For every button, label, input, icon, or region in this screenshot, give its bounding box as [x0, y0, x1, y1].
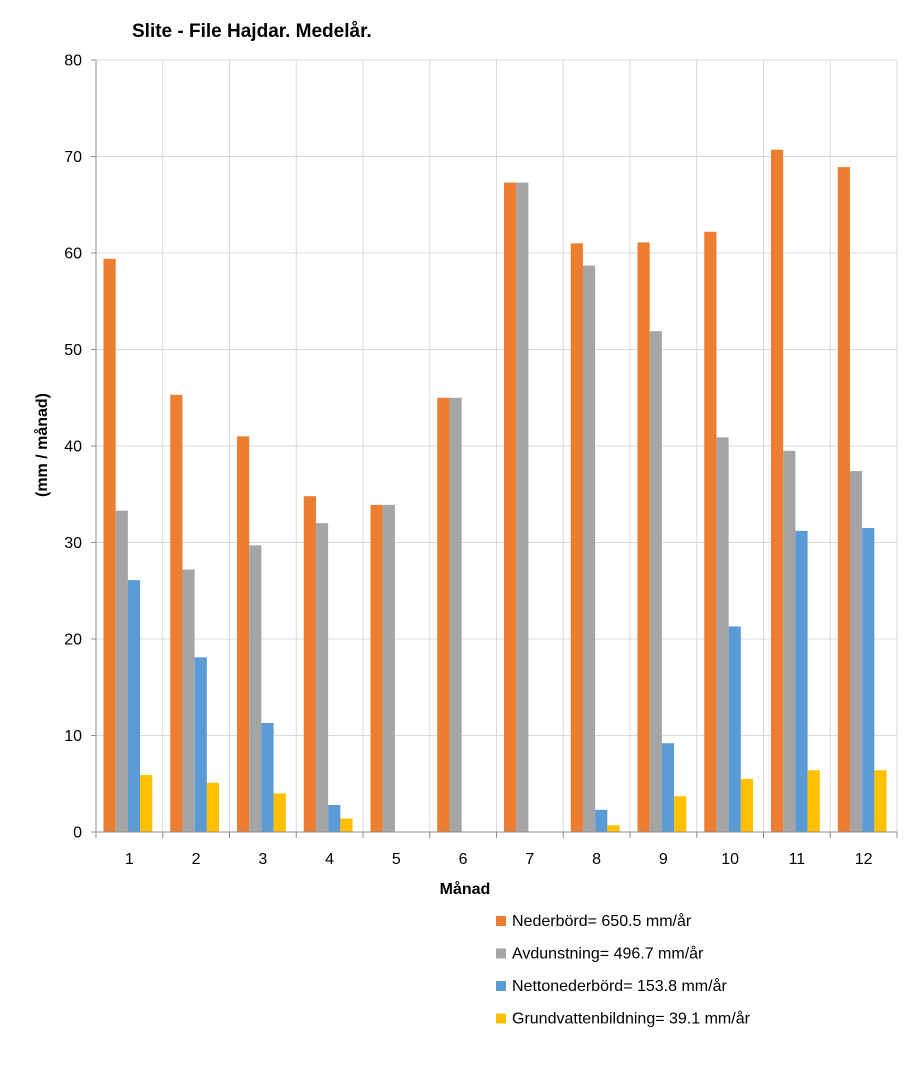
y-tick-label: 80 [64, 53, 82, 70]
bars-group [103, 149, 887, 833]
legend-swatch [496, 981, 506, 991]
bar [595, 809, 608, 832]
y-tick-label: 40 [64, 439, 82, 456]
bar [704, 231, 717, 832]
y-tick-label: 30 [64, 535, 82, 552]
bar [862, 528, 875, 832]
bar [771, 149, 784, 832]
bar [328, 804, 341, 832]
bar [849, 471, 863, 832]
bar [582, 265, 596, 832]
bar [382, 504, 395, 832]
x-tick-label: 7 [525, 851, 534, 868]
legend-swatch [496, 916, 506, 926]
x-tick-label: 9 [659, 851, 668, 868]
grid-lines [96, 59, 898, 833]
axes [91, 59, 898, 838]
x-tick-label: 4 [325, 851, 334, 868]
bar [115, 510, 128, 832]
bar [661, 743, 675, 832]
legend-label: Grundvattenbildning= 39.1 mm/år [512, 1010, 751, 1028]
y-tick-label: 60 [64, 246, 82, 263]
y-tick-label: 50 [64, 342, 82, 359]
x-tick-label: 12 [855, 851, 873, 868]
bar [637, 242, 650, 832]
x-tick-label: 11 [789, 851, 806, 868]
bar [449, 397, 462, 832]
y-tick-label: 70 [64, 149, 82, 166]
bar [315, 523, 329, 832]
bar [570, 243, 583, 833]
bar [127, 580, 141, 832]
bar [273, 793, 286, 832]
bar [649, 331, 662, 832]
x-tick-label: 2 [192, 851, 201, 868]
bar [103, 258, 116, 832]
x-tick-label: 6 [459, 851, 468, 868]
bar [607, 825, 620, 832]
y-tick-label: 20 [64, 632, 82, 649]
bar [504, 182, 517, 832]
x-tick-labels: 1 2 3 4 5 6 7 8 9 10 11 12 [125, 851, 873, 868]
bar [516, 182, 529, 832]
legend-swatch [496, 948, 506, 959]
bar [194, 657, 207, 832]
legend: Nederbörd= 650.5 mm/år Avdunstning= 496.7… [496, 912, 751, 1028]
y-tick-label: 0 [73, 825, 82, 842]
bar [837, 167, 850, 833]
y-tick-labels: 0 10 20 30 40 50 60 70 80 [64, 53, 82, 842]
bar [206, 782, 220, 832]
bar [303, 496, 316, 832]
bar [674, 796, 687, 832]
legend-label: Nederbörd= 650.5 mm/år [512, 912, 692, 930]
x-tick-label: 10 [721, 851, 739, 868]
y-tick-label: 10 [64, 728, 82, 745]
bar [437, 397, 450, 832]
bar [874, 770, 887, 832]
legend-label: Nettonederbörd= 153.8 mm/år [512, 977, 727, 995]
bar [182, 569, 195, 832]
bar [140, 775, 153, 832]
x-tick-label: 3 [258, 851, 267, 868]
bar [370, 504, 383, 832]
bar [807, 770, 820, 832]
legend-label: Avdunstning= 496.7 mm/år [512, 945, 704, 963]
x-tick-label: 1 [125, 851, 134, 868]
x-tick-label: 5 [392, 851, 401, 868]
bar [170, 394, 183, 832]
bar [249, 545, 262, 832]
chart-title: Slite - File Hajdar. Medelår. [132, 21, 372, 42]
bar [783, 450, 796, 832]
bar [795, 530, 808, 832]
bar [728, 626, 741, 832]
bar [261, 722, 274, 832]
x-tick-label: 8 [592, 851, 601, 868]
bar [716, 437, 729, 832]
bar [740, 778, 754, 832]
y-axis-title: (mm / månad) [33, 393, 51, 497]
legend-swatch [496, 1013, 506, 1024]
bar [340, 818, 353, 832]
bar [237, 436, 250, 832]
x-axis-title: Månad [440, 880, 491, 898]
